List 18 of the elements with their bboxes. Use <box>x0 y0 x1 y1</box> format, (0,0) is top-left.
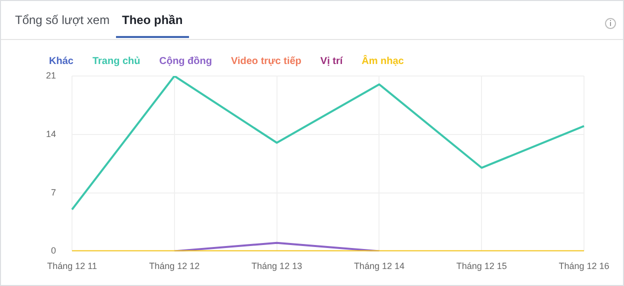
x-tick-label: Tháng 12 12 <box>149 261 200 272</box>
text: Cộng đồng <box>159 56 212 67</box>
x-tick-label: Tháng 12 16 <box>558 261 610 272</box>
text: Trang chủ <box>92 56 140 67</box>
legend-label: Vị trí <box>320 56 344 67</box>
y-tick-label: 14 <box>46 128 56 139</box>
text: Tổng số lượt xem <box>15 13 110 27</box>
x-tick-label: Tháng 12 11 <box>47 261 97 272</box>
y-tick-label: 7 <box>50 187 56 198</box>
x-tick-label: Tháng 12 14 <box>354 261 404 272</box>
legend-label: Video trực tiếp <box>230 56 302 67</box>
x-tick-label: Tháng 12 15 <box>456 261 507 272</box>
x-tick-label: Tháng 12 13 <box>252 261 302 272</box>
text: Theo phần <box>122 13 183 27</box>
legend-label: Khác <box>49 56 74 67</box>
text: Âm nhạc <box>362 54 404 67</box>
y-tick-label: 21 <box>46 70 56 80</box>
y-tick-label: 0 <box>50 246 56 256</box>
